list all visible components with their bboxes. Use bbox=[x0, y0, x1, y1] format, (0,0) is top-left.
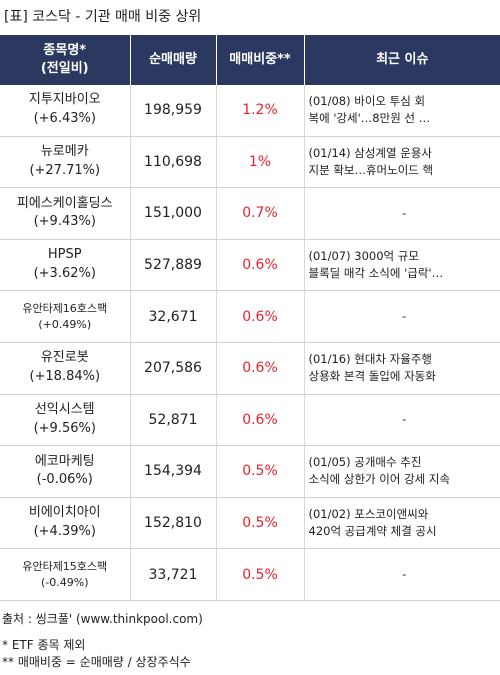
institution-trading-table: 종목명* (전일비) 순매매량 매매비중** 최근 이슈 지투지바이오 (+6.… bbox=[0, 35, 500, 601]
table-row: 에코마케팅 (-0.06%) 154,394 0.5% (01/05) 공개매수… bbox=[0, 445, 500, 498]
price-change: (+3.62%) bbox=[33, 266, 96, 282]
price-change: (+4.39%) bbox=[33, 524, 96, 540]
table-row: 유안타제16호스팩 (+0.49%) 32,671 0.6% - bbox=[0, 290, 500, 343]
stock-name-cell: 뉴로메카 (+27.71%) bbox=[0, 136, 131, 189]
net-volume: 207,586 bbox=[130, 342, 217, 395]
recent-issue-cell: (01/07) 3000억 규모 블록딜 매각 소식에 '급락'… bbox=[304, 239, 500, 292]
table-title: [표] 코스닥 - 기관 매매 비중 상위 bbox=[4, 9, 202, 25]
recent-issue-cell: - bbox=[304, 290, 500, 343]
stock-name-cell: 피에스케이홀딩스 (+9.43%) bbox=[0, 187, 131, 240]
recent-issue-line2: 블록딜 매각 소식에 '급락'… bbox=[308, 266, 444, 281]
price-change: (+6.43%) bbox=[33, 111, 96, 127]
trade-ratio: 0.5% bbox=[216, 548, 305, 601]
recent-issue-cell: - bbox=[304, 548, 500, 601]
stock-name: HPSP bbox=[47, 247, 82, 263]
stock-name-cell: 에코마케팅 (-0.06%) bbox=[0, 445, 131, 498]
footnote-ratio: ** 매매비중 = 순매매량 / 상장주식수 bbox=[2, 655, 191, 669]
trade-ratio: 0.6% bbox=[216, 239, 305, 292]
recent-issue-line2: 소식에 상한가 이어 강세 지속 bbox=[308, 472, 451, 487]
table-row: 피에스케이홀딩스 (+9.43%) 151,000 0.7% - bbox=[0, 187, 500, 240]
trade-ratio: 1.2% bbox=[216, 85, 305, 137]
recent-issue-line1: (01/14) 삼성계열 운용사 bbox=[308, 145, 433, 160]
stock-name: 유진로봇 bbox=[40, 350, 89, 366]
recent-issue-line2: 지분 확보…휴머노이드 핵 bbox=[308, 162, 434, 177]
trade-ratio: 0.7% bbox=[216, 187, 305, 240]
recent-issue-line1: (01/16) 현대차 자율주행 bbox=[308, 352, 433, 367]
trade-ratio: 1% bbox=[216, 136, 305, 189]
stock-name: 피에스케이홀딩스 bbox=[16, 195, 113, 211]
stock-name-cell: 선익시스템 (+9.56%) bbox=[0, 394, 131, 447]
recent-issue-line1: (01/05) 공개매수 추진 bbox=[308, 455, 422, 470]
header-trade-ratio: 매매비중** bbox=[216, 35, 305, 85]
net-volume: 152,810 bbox=[130, 497, 217, 550]
recent-issue-line1: - bbox=[402, 567, 407, 582]
net-volume: 198,959 bbox=[130, 85, 217, 137]
stock-name: 유안타제16호스팩 bbox=[22, 301, 108, 315]
recent-issue-cell: (01/14) 삼성계열 운용사 지분 확보…휴머노이드 핵 bbox=[304, 136, 500, 189]
stock-name-cell: 유진로봇 (+18.84%) bbox=[0, 342, 131, 395]
table-row: 지투지바이오 (+6.43%) 198,959 1.2% (01/08) 바이오… bbox=[0, 85, 500, 137]
net-volume: 151,000 bbox=[130, 187, 217, 240]
table-row: 비에이치아이 (+4.39%) 152,810 0.5% (01/02) 포스코… bbox=[0, 497, 500, 550]
table-row: 선익시스템 (+9.56%) 52,871 0.6% - bbox=[0, 394, 500, 447]
price-change: (-0.06%) bbox=[36, 472, 93, 488]
price-change: (+0.49%) bbox=[38, 317, 92, 331]
recent-issue-line1: (01/02) 포스코이앤씨와 bbox=[308, 506, 429, 521]
stock-name: 지투지바이오 bbox=[28, 92, 101, 108]
stock-name: 선익시스템 bbox=[34, 402, 95, 418]
net-volume: 33,721 bbox=[130, 548, 217, 601]
net-volume: 110,698 bbox=[130, 136, 217, 189]
stock-name: 비에이치아이 bbox=[28, 505, 101, 521]
recent-issue-line1: (01/07) 3000억 규모 bbox=[308, 248, 419, 263]
stock-name-cell: 유안타제16호스팩 (+0.49%) bbox=[0, 290, 131, 343]
header-stock-name-line1: 종목명* bbox=[43, 43, 87, 59]
recent-issue-cell: (01/08) 바이오 투심 회 복에 '강세'…8만원 선 … bbox=[304, 85, 500, 137]
recent-issue-line2: 상용화 본격 돌입에 자동화 bbox=[308, 369, 436, 384]
net-volume: 52,871 bbox=[130, 394, 217, 447]
header-net-volume: 순매매량 bbox=[130, 35, 217, 85]
recent-issue-line1: - bbox=[402, 205, 407, 220]
recent-issue-line1: (01/08) 바이오 투심 회 bbox=[308, 94, 426, 109]
price-change: (+9.43%) bbox=[33, 214, 96, 230]
trade-ratio: 0.6% bbox=[216, 394, 305, 447]
recent-issue-line2: 복에 '강세'…8만원 선 … bbox=[308, 111, 431, 126]
price-change: (+9.56%) bbox=[33, 420, 96, 436]
trade-ratio: 0.6% bbox=[216, 342, 305, 395]
stock-name-cell: 지투지바이오 (+6.43%) bbox=[0, 85, 131, 137]
trade-ratio: 0.6% bbox=[216, 290, 305, 343]
price-change: (+18.84%) bbox=[29, 369, 101, 385]
stock-name: 뉴로메카 bbox=[40, 144, 89, 160]
header-stock-name: 종목명* (전일비) bbox=[0, 35, 131, 85]
recent-issue-line1: - bbox=[402, 412, 407, 427]
recent-issue-cell: - bbox=[304, 187, 500, 240]
table-header-row: 종목명* (전일비) 순매매량 매매비중** 최근 이슈 bbox=[0, 35, 500, 85]
price-change: (-0.49%) bbox=[41, 575, 89, 589]
stock-name: 유안타제15호스팩 bbox=[22, 559, 108, 573]
table-row: HPSP (+3.62%) 527,889 0.6% (01/07) 3000억… bbox=[0, 239, 500, 292]
stock-name-cell: 비에이치아이 (+4.39%) bbox=[0, 497, 131, 550]
price-change: (+27.71%) bbox=[29, 162, 101, 178]
stock-name-cell: 유안타제15호스팩 (-0.49%) bbox=[0, 548, 131, 601]
net-volume: 527,889 bbox=[130, 239, 217, 292]
table-row: 유진로봇 (+18.84%) 207,586 0.6% (01/16) 현대차 … bbox=[0, 342, 500, 395]
table-row: 뉴로메카 (+27.71%) 110,698 1% (01/14) 삼성계열 운… bbox=[0, 136, 500, 189]
stock-name: 에코마케팅 bbox=[34, 453, 95, 469]
recent-issue-line1: - bbox=[402, 309, 407, 324]
recent-issue-cell: - bbox=[304, 394, 500, 447]
footnote-etf: * ETF 종목 제외 bbox=[2, 638, 86, 652]
recent-issue-cell: (01/16) 현대차 자율주행 상용화 본격 돌입에 자동화 bbox=[304, 342, 500, 395]
source-note: 출처 : 씽크풀' (www.thinkpool.com) bbox=[2, 612, 203, 626]
header-recent-issue: 최근 이슈 bbox=[304, 35, 500, 85]
header-stock-name-line2: (전일비) bbox=[40, 61, 89, 76]
recent-issue-cell: (01/05) 공개매수 추진 소식에 상한가 이어 강세 지속 bbox=[304, 445, 500, 498]
trade-ratio: 0.5% bbox=[216, 497, 305, 550]
recent-issue-cell: (01/02) 포스코이앤씨와 420억 공급계약 체결 공시 bbox=[304, 497, 500, 550]
net-volume: 154,394 bbox=[130, 445, 217, 498]
recent-issue-line2: 420억 공급계약 체결 공시 bbox=[308, 524, 437, 539]
net-volume: 32,671 bbox=[130, 290, 217, 343]
stock-name-cell: HPSP (+3.62%) bbox=[0, 239, 131, 292]
table-row: 유안타제15호스팩 (-0.49%) 33,721 0.5% - bbox=[0, 548, 500, 601]
trade-ratio: 0.5% bbox=[216, 445, 305, 498]
